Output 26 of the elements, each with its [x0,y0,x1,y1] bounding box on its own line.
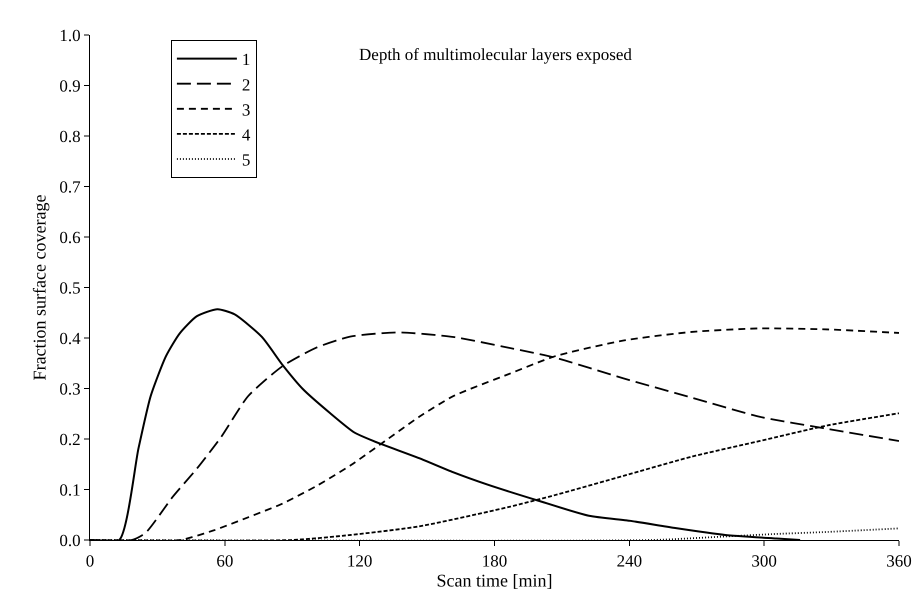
y-tick-label: 0.7 [59,177,82,196]
y-tick-label: 0.5 [59,278,81,298]
x-tick-label: 0 [86,551,94,570]
y-tick-label: 1.0 [59,26,81,45]
x-tick-label: 60 [216,551,234,570]
x-tick-label: 360 [886,551,912,570]
x-tick-label: 240 [616,551,642,570]
x-tick-label: 300 [751,551,777,570]
y-tick-label: 0.6 [59,228,81,247]
x-tick-label: 120 [346,551,372,570]
legend-label: 5 [242,150,250,170]
y-tick-label: 0.2 [59,430,81,449]
y-tick-label: 0.4 [59,328,82,348]
y-axis-title: Fraction surface coverage [30,194,50,380]
legend-label: 1 [242,50,250,70]
y-tick-label: 0.3 [59,379,81,398]
legend-label: 4 [242,126,251,145]
y-tick-label: 0.8 [59,126,81,146]
legend-label: 2 [242,75,250,94]
legend-title: Depth of multimolecular layers exposed [359,45,632,64]
y-tick-label: 0.9 [59,76,81,96]
x-axis-title: Scan time [min] [436,570,552,590]
legend-label: 3 [242,100,250,120]
x-tick-label: 180 [482,551,508,570]
y-tick-label: 0.1 [59,480,81,500]
y-tick-label: 0.0 [59,530,81,550]
